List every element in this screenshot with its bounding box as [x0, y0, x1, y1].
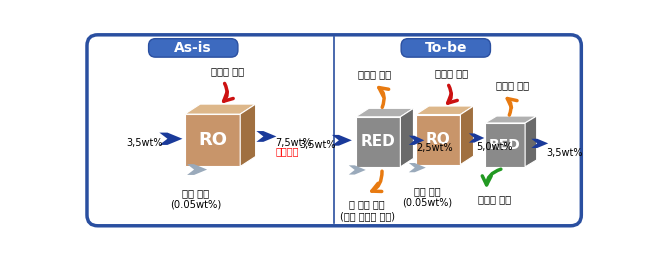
- Polygon shape: [469, 133, 484, 143]
- Polygon shape: [332, 135, 352, 146]
- Text: 3,5wt%: 3,5wt%: [126, 138, 163, 148]
- Polygon shape: [256, 131, 276, 142]
- Text: 담수 생산
(0.05wt%): 담수 생산 (0.05wt%): [170, 188, 221, 210]
- Text: 친환경 처리: 친환경 처리: [478, 195, 511, 205]
- Text: 에너지 소비: 에너지 소비: [436, 68, 469, 78]
- Text: 7,5wt%: 7,5wt%: [276, 138, 312, 148]
- Bar: [485, 123, 525, 167]
- Polygon shape: [159, 133, 183, 145]
- Polygon shape: [187, 164, 207, 175]
- Text: 환경오염: 환경오염: [276, 146, 299, 156]
- Text: 에너지 생산: 에너지 생산: [359, 69, 391, 79]
- FancyBboxPatch shape: [87, 35, 582, 226]
- Text: 담수 생산
(0.05wt%): 담수 생산 (0.05wt%): [402, 186, 452, 208]
- Text: As-is: As-is: [175, 41, 212, 55]
- Polygon shape: [409, 136, 424, 145]
- Text: 에너지 생산: 에너지 생산: [496, 80, 529, 90]
- Text: RED: RED: [361, 134, 395, 149]
- Bar: [356, 117, 400, 167]
- Bar: [416, 115, 460, 165]
- Text: To-be: To-be: [424, 41, 467, 55]
- FancyBboxPatch shape: [401, 39, 490, 57]
- Text: 5,0wt%: 5,0wt%: [477, 142, 513, 152]
- FancyBboxPatch shape: [149, 39, 238, 57]
- Text: 염 농도 저감
(펜프 에너지 절감): 염 농도 저감 (펜프 에너지 절감): [340, 199, 394, 221]
- Text: RO: RO: [426, 132, 451, 147]
- Polygon shape: [485, 116, 537, 123]
- Polygon shape: [416, 106, 473, 115]
- Polygon shape: [356, 108, 413, 117]
- Text: 2,5wt%: 2,5wt%: [417, 143, 453, 153]
- Polygon shape: [185, 104, 256, 114]
- Text: 3,5wt%: 3,5wt%: [299, 140, 336, 150]
- Polygon shape: [400, 108, 413, 167]
- Text: 3,5wt%: 3,5wt%: [546, 148, 582, 158]
- Bar: [185, 114, 240, 166]
- Polygon shape: [349, 165, 366, 175]
- Text: RO: RO: [198, 131, 227, 149]
- Polygon shape: [240, 104, 256, 166]
- Text: RED: RED: [489, 138, 521, 152]
- Polygon shape: [460, 106, 473, 165]
- Polygon shape: [525, 116, 537, 167]
- Text: 에너지 소비: 에너지 소비: [211, 66, 244, 76]
- Polygon shape: [409, 163, 426, 172]
- Polygon shape: [531, 139, 548, 148]
